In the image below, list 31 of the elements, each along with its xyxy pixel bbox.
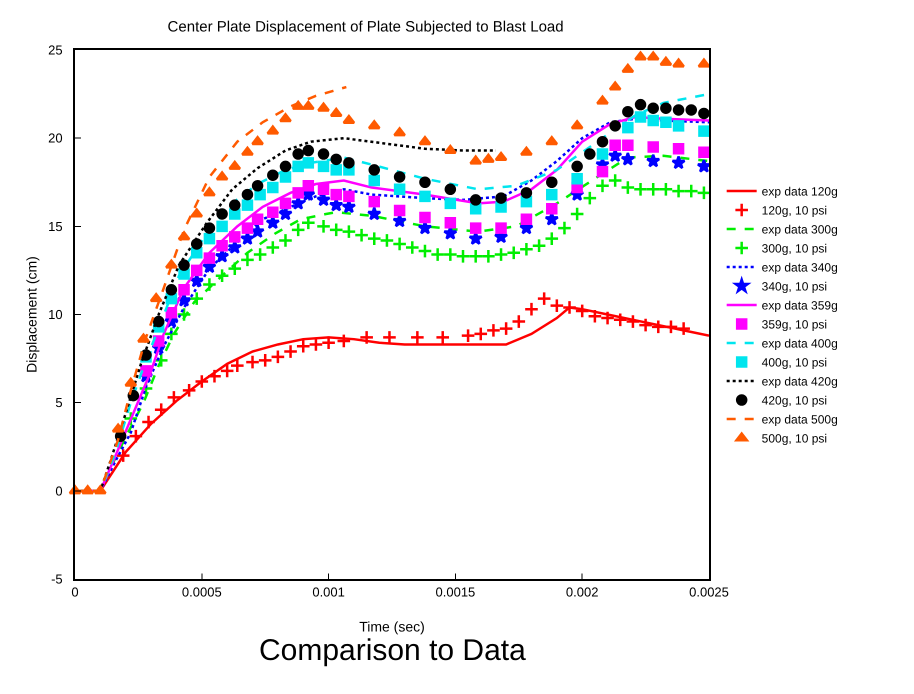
x-tick-label: 0.001 — [312, 584, 345, 600]
legend-label: exp data 340g — [762, 260, 838, 275]
x-tick-label: 0.0005 — [182, 584, 222, 600]
y-axis-title: Displacement (cm) — [24, 256, 40, 373]
y-tick-label: 20 — [48, 130, 63, 146]
legend-label: exp data 420g — [762, 374, 838, 389]
legend-label: 500g, 10 psi — [762, 432, 828, 446]
legend-label: 420g, 10 psi — [762, 394, 828, 408]
legend-label: 340g, 10 psi — [762, 280, 828, 294]
y-tick-label: 15 — [48, 218, 63, 234]
y-tick-label: 0 — [55, 483, 63, 498]
x-tick-label: 0.002 — [566, 584, 598, 600]
y-tick-label: -5 — [51, 572, 63, 587]
legend-label: 120g, 10 psi — [762, 204, 828, 218]
legend-label: exp data 300g — [762, 222, 838, 237]
x-tick-label: 0.0015 — [436, 584, 476, 600]
x-tick-label: 0 — [71, 584, 79, 600]
legend-label: exp data 500g — [762, 412, 838, 427]
y-tick-label: 10 — [48, 307, 63, 322]
x-axis-title: Time (sec) — [359, 618, 425, 634]
x-tick-label: 0.0025 — [689, 584, 729, 600]
legend-label: 359g, 10 psi — [762, 318, 828, 332]
y-tick-label: 5 — [55, 395, 63, 410]
legend-label: 300g, 10 psi — [762, 242, 828, 256]
legend-label: exp data 359g — [762, 298, 838, 313]
y-tick-label: 25 — [48, 42, 63, 58]
legend-label: exp data 120g — [762, 184, 838, 199]
chart-title: Center Plate Displacement of Plate Subjected to Blast Load — [168, 18, 564, 36]
legend-label: exp data 400g — [762, 336, 838, 351]
legend-label: 400g, 10 psi — [762, 356, 828, 370]
text: Comparison to Data — [259, 634, 526, 667]
